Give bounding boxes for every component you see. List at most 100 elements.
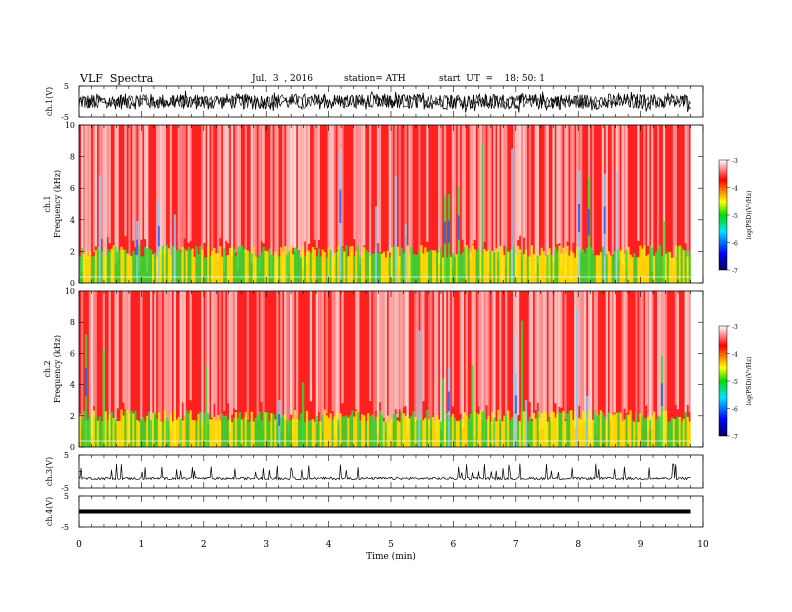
spectrogram-band [203, 412, 206, 447]
spectrogram-streak [485, 291, 488, 406]
spectrogram-band [418, 251, 421, 283]
spectrogram-band [209, 255, 212, 283]
spectrogram-band [467, 418, 470, 447]
spectrogram-streak [159, 125, 163, 255]
spectrogram-streak [493, 291, 496, 446]
spectrogram-band [390, 418, 393, 447]
spectrogram-streak [400, 291, 403, 440]
spectrogram-streak [540, 291, 543, 430]
spectrogram-band [325, 257, 328, 283]
spectrogram-band [351, 246, 354, 283]
spectrogram-streak [187, 125, 190, 243]
spectrogram-band [187, 413, 190, 447]
spectrogram-band [343, 251, 346, 283]
colorbar-tick-label: -5 [732, 213, 738, 220]
spectrogram-band [682, 418, 685, 447]
spectrogram-streak [335, 291, 338, 440]
spectrogram-band [217, 415, 220, 447]
spectrogram-band [211, 418, 214, 447]
ch1-trace [78, 93, 691, 110]
ch3-panel: 5 -5 ch.3(V) [45, 451, 704, 493]
spectrogram-band [528, 255, 532, 283]
spectrogram-band [548, 417, 551, 447]
spectrogram-band [516, 421, 520, 447]
spectrogram-streak [566, 125, 569, 242]
spectrogram-streak [536, 291, 539, 403]
spectrogram-band [544, 256, 547, 283]
spectrogram-streak [114, 125, 117, 265]
spectrogram-band [185, 250, 188, 283]
spectrogram-band [79, 256, 82, 283]
spectrogram-band [106, 420, 109, 447]
spectrogram-band [345, 415, 348, 447]
spectrogram-streak [341, 125, 344, 247]
spectrogram-band [333, 415, 336, 447]
spectrogram-band [653, 255, 656, 283]
spectrogram-streak [406, 291, 409, 436]
spectrogram-burst [136, 239, 139, 256]
spectrogram-streak [303, 125, 307, 242]
spectrogram-band [514, 254, 518, 283]
spectrogram-band [485, 251, 488, 283]
spectrogram-streak [471, 291, 474, 424]
spectrogram-band [611, 256, 614, 283]
spectrogram-band [80, 247, 84, 283]
spectrogram-streak [438, 125, 441, 265]
colorbar-tick-label: -4 [732, 186, 738, 193]
spectrogram-band [627, 246, 630, 283]
spectrogram-band [633, 421, 636, 447]
spectrogram-streak [570, 125, 573, 281]
spectrogram-band [574, 412, 577, 447]
spectrogram-streak [140, 125, 143, 240]
spectrogram-band [110, 248, 113, 283]
spectrogram-streak [465, 291, 468, 419]
spectrogram-band [617, 411, 620, 447]
spectrogram-band [530, 245, 534, 283]
spectrogram-band [664, 253, 668, 283]
spectrogram-streak [144, 125, 147, 240]
spectrogram-band [347, 417, 350, 447]
spectrogram-streak [292, 291, 295, 437]
spectrogram-band [108, 251, 111, 283]
spectrogram-streak [317, 125, 320, 240]
spectrogram-streak [284, 291, 287, 421]
spectrogram-band [151, 254, 155, 283]
spectrogram-band [672, 418, 676, 447]
spectrogram-band [197, 253, 200, 283]
spectrogram-band [264, 250, 267, 283]
spectrogram-band [469, 413, 472, 447]
spectrogram-band [471, 245, 474, 283]
spectrogram-band [597, 414, 601, 447]
spectrogram-streak [447, 291, 451, 416]
ch2-spec-panel: 0 2 4 6 8 10 ch.2 Frequency (kHz) -3 -4 -5 -6 -7 log(… [43, 287, 753, 452]
spectrogram-streak [378, 125, 382, 253]
station-label: station= ATH [344, 74, 406, 84]
spectrogram-band [252, 246, 255, 283]
spectrogram-streak [276, 291, 279, 424]
spectrogram-band [386, 415, 390, 447]
spectrogram-streak [226, 291, 230, 404]
spectrogram-band [499, 245, 502, 283]
spectrogram-streak [473, 125, 476, 240]
spectrogram-streak [390, 125, 393, 280]
spectrogram-streak [595, 291, 599, 436]
spectrogram-band [623, 419, 626, 447]
spectrogram-band [122, 415, 125, 447]
spectrogram-band [552, 257, 555, 283]
spectrogram-band [317, 248, 320, 283]
spectrogram-band [623, 253, 626, 283]
spectrogram-band [653, 411, 656, 447]
spectrogram-band [207, 245, 210, 283]
spectrogram-streak [307, 125, 311, 244]
spectrogram-band [232, 249, 236, 283]
spectrogram-band [256, 257, 259, 283]
spectrogram-band [297, 251, 301, 283]
spectrogram-band [556, 251, 559, 283]
spectrogram-band [479, 253, 482, 283]
spectrogram-band [613, 414, 616, 447]
spectrogram-band [505, 246, 508, 283]
spectrogram-band [378, 252, 382, 283]
spectrogram-streak [477, 125, 480, 256]
spectrogram-band [325, 415, 328, 447]
spectrogram-band [465, 245, 468, 283]
